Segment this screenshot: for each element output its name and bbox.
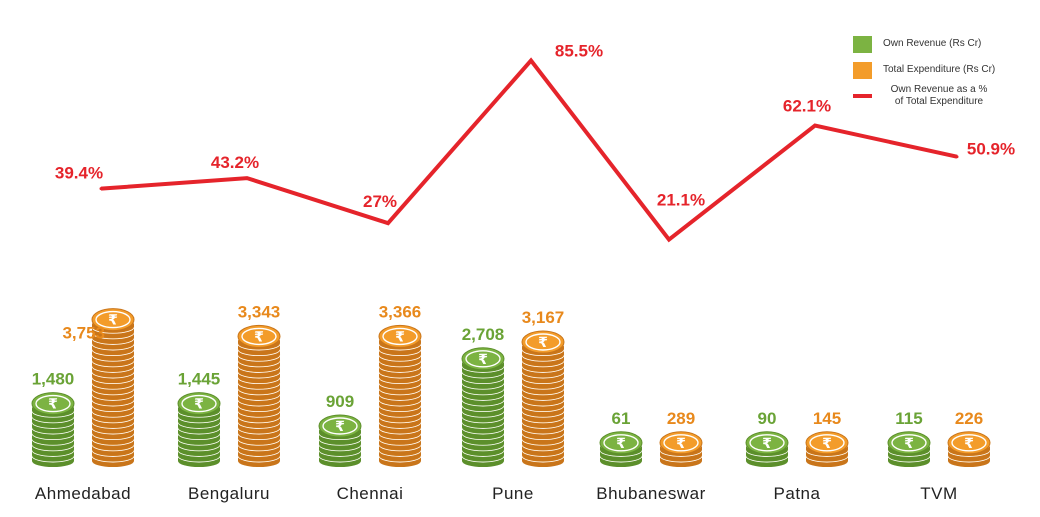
category-label-bhubaneswar: Bhubaneswar	[596, 484, 705, 503]
total-expenditure-bar-pune: ₹	[521, 330, 565, 468]
ratio-value-label: 43.2%	[211, 153, 259, 172]
ratio-point	[667, 238, 671, 242]
total-expenditure-value-label: 3,167	[522, 308, 565, 327]
ratio-line	[100, 57, 958, 243]
own-revenue-bar-chennai: ₹	[318, 414, 362, 468]
own-revenue-value-label: 61	[612, 409, 631, 428]
own-revenue-value-label: 2,708	[462, 325, 505, 344]
own-revenue-bar-tvm: ₹	[887, 431, 931, 468]
own-revenue-bar-ahmedabad: ₹	[31, 392, 75, 468]
ratio-point	[529, 59, 533, 63]
ratio-point	[386, 221, 390, 225]
legend-swatch-red-line	[853, 94, 872, 98]
bars-layer: ₹ ₹ ₹ ₹ ₹ ₹ ₹ ₹ ₹ ₹ ₹ ₹ ₹ ₹	[31, 308, 991, 468]
rupee-coin-icon: ₹	[395, 329, 405, 345]
category-label-patna: Patna	[774, 484, 821, 503]
total-expenditure-value-label: 289	[667, 409, 695, 428]
legend-swatch-orange	[853, 62, 872, 79]
category-label-ahmedabad: Ahmedabad	[35, 484, 131, 503]
total-expenditure-value-label: 3,753	[62, 324, 105, 343]
total-expenditure-value-label: 145	[813, 409, 841, 428]
ratio-point	[99, 187, 103, 191]
legend-item-total-expenditure: Total Expenditure (Rs Cr)	[853, 60, 1023, 86]
total-expenditure-bar-bengaluru: ₹	[237, 324, 281, 468]
own-revenue-bar-pune: ₹	[461, 347, 505, 468]
total-expenditure-value-label: 3,366	[379, 302, 422, 321]
rupee-coin-icon: ₹	[616, 436, 626, 452]
own-revenue-value-label: 1,480	[32, 370, 75, 389]
total-expenditure-bar-bhubaneswar: ₹	[659, 431, 703, 468]
ratio-line-layer	[99, 57, 959, 243]
ratio-value-label: 27%	[363, 192, 397, 211]
ratio-point	[955, 155, 959, 159]
category-label-pune: Pune	[492, 484, 534, 503]
ratio-value-label: 85.5%	[555, 42, 603, 61]
ratio-value-label: 62.1%	[783, 97, 831, 116]
rupee-coin-icon: ₹	[762, 436, 772, 452]
category-label-tvm: TVM	[920, 484, 957, 503]
legend-swatch-green	[853, 36, 872, 53]
own-revenue-value-label: 909	[326, 392, 354, 411]
own-revenue-value-label: 115	[895, 409, 922, 428]
category-label-bengaluru: Bengaluru	[188, 484, 270, 503]
rupee-coin-icon: ₹	[822, 436, 832, 452]
ratio-point	[813, 124, 817, 128]
rupee-coin-icon: ₹	[108, 313, 118, 329]
own-revenue-bar-bhubaneswar: ₹	[599, 431, 643, 468]
total-expenditure-bar-patna: ₹	[805, 431, 849, 468]
legend-label-total-expenditure: Total Expenditure (Rs Cr)	[883, 64, 996, 75]
total-expenditure-bar-chennai: ₹	[378, 324, 422, 468]
ratio-value-label: 50.9%	[967, 140, 1015, 159]
rupee-coin-icon: ₹	[335, 419, 345, 435]
legend-label-ratio-line2: of Total Expenditure	[894, 96, 984, 107]
total-expenditure-bar-tvm: ₹	[947, 431, 991, 468]
own-revenue-bar-patna: ₹	[745, 431, 789, 468]
total-expenditure-value-label: 3,343	[238, 302, 281, 321]
rupee-coin-icon: ₹	[48, 397, 58, 413]
category-label-chennai: Chennai	[337, 484, 404, 503]
rupee-coin-icon: ₹	[254, 329, 264, 345]
legend-label-own-revenue: Own Revenue (Rs Cr)	[883, 38, 982, 49]
rupee-coin-icon: ₹	[538, 335, 548, 351]
ratio-value-label: 39.4%	[55, 164, 103, 183]
total-expenditure-value-label: 226	[955, 409, 983, 428]
rupee-coin-icon: ₹	[904, 436, 914, 452]
ratio-point	[245, 176, 249, 180]
labels-layer: 1,480 3,753 Ahmedabad 1,445 3,343 Bengaluru 90…	[32, 42, 1015, 503]
total-expenditure-bar-ahmedabad: ₹	[91, 308, 135, 468]
legend-item-own-revenue: Own Revenue (Rs Cr)	[853, 34, 1023, 60]
rupee-coin-icon: ₹	[194, 397, 204, 413]
own-revenue-bar-bengaluru: ₹	[177, 392, 221, 468]
own-revenue-value-label: 90	[758, 409, 777, 428]
rupee-coin-icon: ₹	[478, 352, 488, 368]
ratio-value-label: 21.1%	[657, 191, 705, 210]
legend-item-ratio: Own Revenue as a % of Total Expenditure	[853, 84, 1023, 112]
own-revenue-value-label: 1,445	[178, 370, 221, 389]
rupee-coin-icon: ₹	[964, 436, 974, 452]
legend: Own Revenue (Rs Cr) Total Expenditure (R…	[853, 34, 1023, 112]
legend-label-ratio-line1: Own Revenue as a %	[890, 84, 988, 95]
rupee-coin-icon: ₹	[676, 436, 686, 452]
legend-label-ratio: Own Revenue as a % of Total Expenditure	[879, 84, 999, 108]
